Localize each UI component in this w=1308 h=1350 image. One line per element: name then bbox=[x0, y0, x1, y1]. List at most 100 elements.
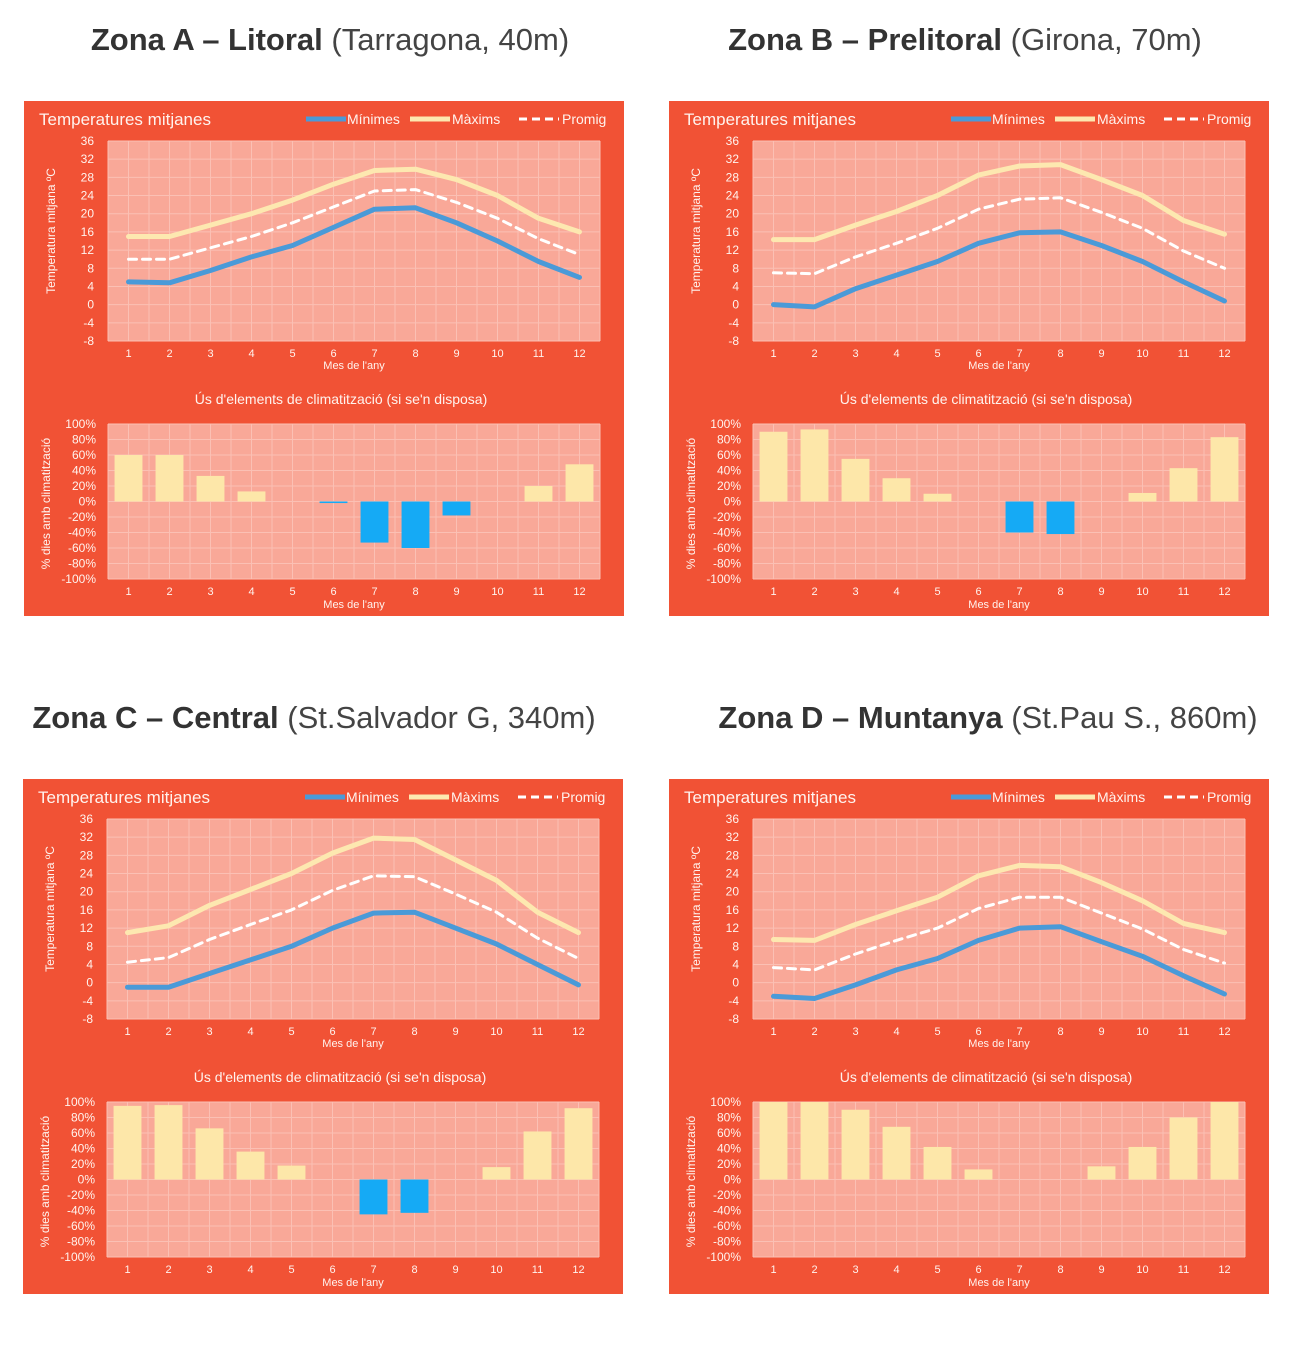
zone-c-bar-month-1 bbox=[113, 1105, 142, 1180]
zone-c-temp-xtick: 4 bbox=[247, 1026, 253, 1038]
zone-b-bar-ytick: -60% bbox=[713, 541, 741, 555]
zone-c-bar-ytick: 80% bbox=[71, 1111, 95, 1125]
zone-c-temp-ytick: 16 bbox=[80, 903, 94, 917]
zone-a-bar-month-3 bbox=[196, 475, 225, 502]
zone-d-temp-xlabel: Mes de l'any bbox=[968, 1038, 1030, 1050]
zone-b-chart-panel: Temperatures mitjanes Mínimes Màxims Promig… bbox=[669, 101, 1269, 616]
zone-c-temp-ytick: 12 bbox=[80, 921, 94, 935]
zone-a-legend-max-label: Màxims bbox=[452, 111, 500, 127]
zone-c-legend-prom-label: Promig bbox=[561, 789, 605, 805]
zone-b-series-min-line bbox=[771, 229, 1227, 310]
zone-b-series-prom-line bbox=[772, 196, 1226, 276]
zone-b-bar-month-11 bbox=[1169, 468, 1198, 502]
zone-c-title: Zona C – Central (St.Salvador G, 340m) bbox=[0, 700, 634, 740]
zone-d-bar-month-12 bbox=[1210, 1102, 1239, 1180]
zone-a-bar-month-2 bbox=[155, 455, 184, 502]
zone-b-bar-xtick: 1 bbox=[770, 586, 776, 598]
zone-c-bar-xtick: 1 bbox=[124, 1264, 130, 1276]
zone-b-bar-xlabel: Mes de l'any bbox=[968, 599, 1030, 611]
zone-d-legend-prom-label: Promig bbox=[1207, 789, 1251, 805]
zone-b-bar-ytick: -20% bbox=[713, 510, 741, 524]
zone-a-bar-ytick: 100% bbox=[65, 417, 96, 431]
zone-a-temp-ytick: 8 bbox=[87, 261, 94, 275]
zone-a-temp-xlabel: Mes de l'any bbox=[323, 360, 385, 372]
zone-a-bar-xtick: 4 bbox=[248, 586, 254, 598]
zone-b-bar-xtick: 11 bbox=[1178, 586, 1189, 598]
zone-b-legend-min-label: Mínimes bbox=[992, 111, 1045, 127]
zone-c-bar-xtick: 11 bbox=[532, 1264, 543, 1276]
zone-b-temp-xtick: 3 bbox=[852, 348, 858, 360]
zone-d-temp-ylabel: Temperatura mitjana ºC bbox=[689, 846, 703, 972]
zone-b-bar-xtick: 10 bbox=[1136, 586, 1148, 598]
zone-d-bar-ytick: -40% bbox=[713, 1204, 741, 1218]
zone-b-bar-xtick: 7 bbox=[1016, 586, 1022, 598]
zone-b-temp-ytick: 16 bbox=[726, 225, 740, 239]
zone-a-bar-month-9 bbox=[442, 501, 471, 516]
zone-a-title-bold: Zona A – Litoral bbox=[90, 22, 323, 57]
zone-b-title-bold: Zona B – Prelitoral bbox=[728, 22, 1003, 57]
zone-c-temp-ytick: 36 bbox=[80, 812, 94, 826]
zone-b-bar-month-5 bbox=[923, 493, 952, 502]
zone-d-temp-xtick: 7 bbox=[1016, 1026, 1022, 1038]
zone-d-temp-ytick: 0 bbox=[732, 976, 739, 990]
zone-d-bar-month-5 bbox=[923, 1146, 952, 1180]
zone-a-temp-xtick: 8 bbox=[412, 348, 418, 360]
zone-d-bar-ytick: 0% bbox=[724, 1173, 742, 1187]
zone-d-bar-ytick: 60% bbox=[717, 1126, 741, 1140]
zone-c-temp-title: Temperatures mitjanes bbox=[38, 788, 210, 807]
zone-c-temp-xtick: 2 bbox=[165, 1026, 171, 1038]
zone-b-bar-ytick: -80% bbox=[713, 557, 741, 571]
zone-c-temp-xtick: 6 bbox=[329, 1026, 335, 1038]
zone-c-temp-xtick: 12 bbox=[572, 1026, 584, 1038]
zone-b-temp-xtick: 9 bbox=[1098, 348, 1104, 360]
zone-a-temp-ytick: -4 bbox=[83, 316, 94, 330]
zone-c-bar-xtick: 7 bbox=[370, 1264, 376, 1276]
zone-d-bar-ytick: 80% bbox=[717, 1111, 741, 1125]
zone-d-temp-xtick: 2 bbox=[811, 1026, 817, 1038]
zone-a-bar-xtick: 12 bbox=[573, 586, 585, 598]
zone-d-bar-month-2 bbox=[800, 1102, 829, 1180]
zone-a-temp-xtick: 10 bbox=[491, 348, 503, 360]
zone-d-temp-xtick: 9 bbox=[1098, 1026, 1104, 1038]
zone-a-bar-month-12 bbox=[565, 464, 594, 502]
zone-b-bar-title: Ús d'elements de climatització (si se'n … bbox=[840, 391, 1132, 407]
zone-a-legend-min-label: Mínimes bbox=[347, 111, 400, 127]
zone-d-bar-month-3 bbox=[841, 1109, 870, 1180]
zone-b-temp-ytick: 32 bbox=[726, 152, 740, 166]
zone-c-bar-month-2 bbox=[154, 1105, 183, 1180]
zone-b-temp-xtick: 7 bbox=[1016, 348, 1022, 360]
zone-d-temp-ytick: 32 bbox=[726, 830, 740, 844]
zone-d-legend-min-label: Mínimes bbox=[992, 789, 1045, 805]
zone-c-bar-month-12 bbox=[564, 1108, 593, 1180]
zone-c-bar-month-8 bbox=[400, 1179, 429, 1213]
zone-d-temp-title: Temperatures mitjanes bbox=[684, 788, 856, 807]
zone-c-temp-ylabel: Temperatura mitjana ºC bbox=[43, 846, 57, 972]
zone-d-bar-xtick: 8 bbox=[1057, 1264, 1063, 1276]
zone-d-temp-xtick: 11 bbox=[1178, 1026, 1189, 1038]
zone-c-bar-month-5 bbox=[277, 1165, 306, 1180]
zone-d-temp-ytick: -8 bbox=[728, 1012, 739, 1026]
zone-a-bar-xtick: 9 bbox=[453, 586, 459, 598]
zone-b-temp-xtick: 11 bbox=[1178, 348, 1189, 360]
zone-c-temp-ytick: 24 bbox=[80, 867, 94, 881]
zone-b-bar-ytick: 80% bbox=[717, 433, 741, 447]
zone-d-bar-title: Ús d'elements de climatització (si se'n … bbox=[840, 1069, 1132, 1085]
zone-a-temp-ytick: 32 bbox=[81, 152, 95, 166]
zone-d-temp-xtick: 3 bbox=[852, 1026, 858, 1038]
zone-d-bar-month-4 bbox=[882, 1126, 911, 1180]
zone-b-title: Zona B – Prelitoral (Girona, 70m) bbox=[645, 22, 1285, 62]
zone-b-temp-xtick: 6 bbox=[975, 348, 981, 360]
zone-a-bar-xlabel: Mes de l'any bbox=[323, 599, 385, 611]
zone-d-bar-ytick: -20% bbox=[713, 1188, 741, 1202]
zone-a-temp-ytick: 28 bbox=[81, 170, 95, 184]
zone-a-bar-ytick: -40% bbox=[68, 526, 96, 540]
zone-b-bar-month-4 bbox=[882, 478, 911, 502]
zone-b-temp-ytick: -8 bbox=[728, 334, 739, 348]
zone-d-title: Zona D – Muntanya (St.Pau S., 860m) bbox=[668, 700, 1308, 740]
zone-a-temp-ytick: 16 bbox=[81, 225, 95, 239]
zone-c-bar-xtick: 12 bbox=[572, 1264, 584, 1276]
zone-c-temp-xlabel: Mes de l'any bbox=[322, 1038, 384, 1050]
zone-a-bar-xtick: 1 bbox=[125, 586, 131, 598]
zone-c-bar-xtick: 6 bbox=[329, 1264, 335, 1276]
zone-a-bar-ytick: 80% bbox=[72, 433, 96, 447]
